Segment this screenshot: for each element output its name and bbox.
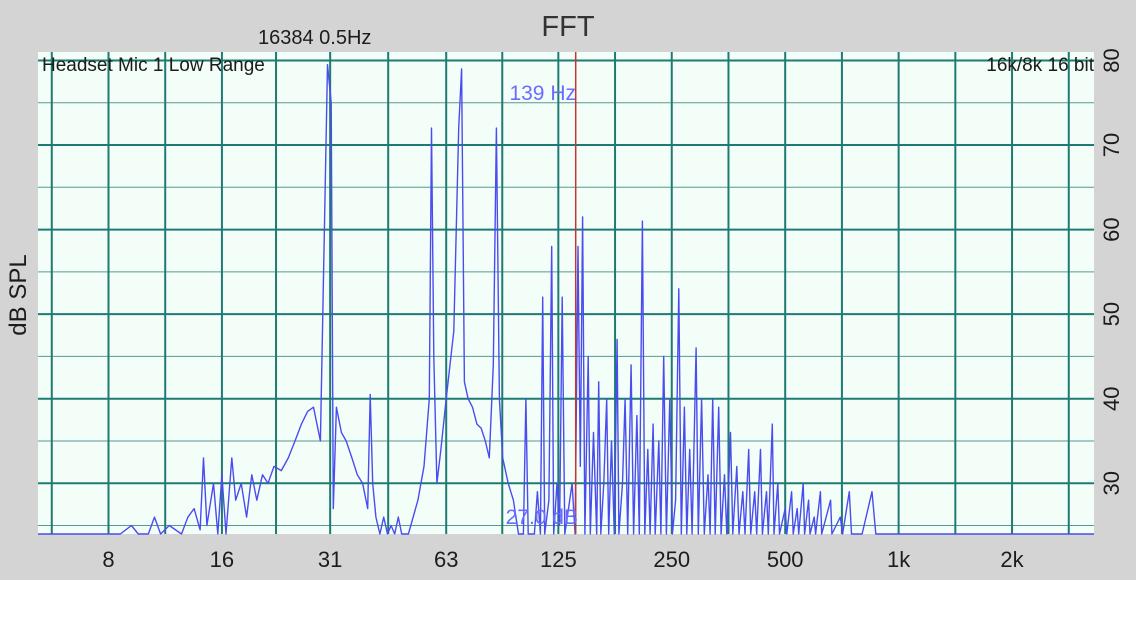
x-tick-label: 125 bbox=[540, 547, 577, 572]
chart-title: FFT bbox=[541, 11, 594, 43]
y-tick-label: 40 bbox=[1099, 386, 1124, 410]
x-tick-label: 2k bbox=[1000, 547, 1024, 572]
y-axis-label: dB SPL bbox=[5, 254, 32, 335]
x-tick-label: 31 bbox=[318, 547, 342, 572]
grid bbox=[38, 52, 1094, 534]
spectrum-series bbox=[38, 64, 1094, 535]
x-tick-label: 16 bbox=[210, 547, 234, 572]
x-tick-label: 500 bbox=[767, 547, 804, 572]
y-tick-label: 80 bbox=[1099, 48, 1124, 72]
level-readout: 27.0 dB bbox=[506, 506, 578, 529]
x-tick-label: 63 bbox=[434, 547, 458, 572]
x-tick-label: 250 bbox=[653, 547, 690, 572]
y-tick-label: 60 bbox=[1099, 217, 1124, 241]
y-tick-label: 30 bbox=[1099, 471, 1124, 495]
fft-chart[interactable]: 8 16 31 63 125 250 500 1k 2k 30 40 50 60 70 80 FFT 163… bbox=[0, 0, 1136, 580]
x-tick-label: 8 bbox=[102, 547, 114, 572]
format-label: 16k/8k 16 bit bbox=[986, 55, 1094, 76]
axis-ticks: 8 16 31 63 125 250 500 1k 2k 30 40 50 60 70 80 bbox=[102, 48, 1123, 572]
y-tick-label: 70 bbox=[1099, 133, 1124, 157]
y-tick-label: 50 bbox=[1099, 302, 1124, 326]
spectrum-line bbox=[38, 64, 1094, 535]
plot-area[interactable] bbox=[38, 52, 1094, 534]
fft-info: 16384 0.5Hz bbox=[258, 27, 371, 49]
source-label: Headset Mic 1 Low Range bbox=[42, 55, 265, 76]
x-tick-label: 1k bbox=[887, 547, 911, 572]
cursor-frequency-readout: 139 Hz bbox=[509, 82, 576, 105]
